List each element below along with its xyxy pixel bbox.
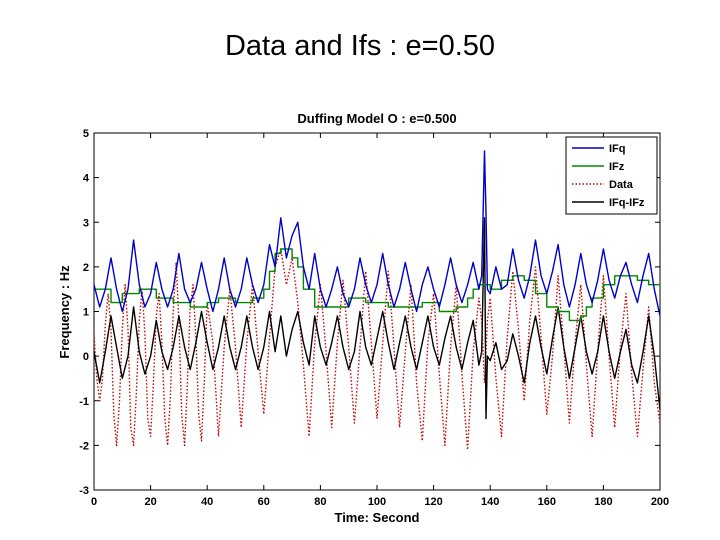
legend: IFq IFz Data IFq-IFz	[565, 136, 658, 215]
x-tick-label: 160	[538, 496, 556, 508]
legend-label: IFz	[609, 161, 625, 173]
y-tick-label: 4	[83, 173, 90, 185]
legend-box	[565, 136, 658, 215]
legend-label: Data	[609, 179, 634, 191]
y-tick-label: 3	[83, 217, 89, 229]
y-tick-label: 0	[83, 351, 89, 363]
x-tick-label: 60	[258, 496, 270, 508]
x-tick-label: 40	[201, 496, 213, 508]
x-tick-label: 0	[91, 496, 97, 508]
y-tick-label: -2	[79, 440, 89, 452]
y-tick-label: 1	[83, 307, 89, 319]
series-line-ifq	[93, 150, 661, 317]
series-line-data	[93, 248, 661, 451]
series-layer	[93, 150, 661, 451]
y-tick-label: 2	[83, 262, 89, 274]
chart-title: Duffing Model O : e=0.500	[297, 111, 456, 126]
x-tick-label: 180	[594, 496, 612, 508]
series-line-ifq-ifz	[93, 217, 661, 420]
x-tick-label: 100	[368, 496, 386, 508]
y-axis-label: Frequency : Hz	[57, 265, 72, 359]
x-tick-label: 120	[424, 496, 442, 508]
x-tick-label: 80	[314, 496, 326, 508]
x-tick-label: 20	[144, 496, 156, 508]
x-tick-label: 140	[481, 496, 499, 508]
y-tick-label: 5	[83, 128, 89, 140]
x-axis-label: Time: Second	[334, 510, 419, 525]
legend-label: IFq	[609, 143, 626, 155]
series-line-ifz	[94, 248, 660, 322]
y-tick-label: -3	[79, 485, 89, 497]
ticks-layer: 0 20 40 60 80 100 120 140 160 180 200 5 4 3 2 1 0 -1 -2 -3	[79, 128, 669, 508]
legend-label: IFq-IFz	[609, 197, 645, 209]
y-tick-label: -1	[79, 396, 89, 408]
x-tick-label: 200	[651, 496, 669, 508]
slide-title: Data and Ifs : e=0.50	[224, 30, 496, 62]
